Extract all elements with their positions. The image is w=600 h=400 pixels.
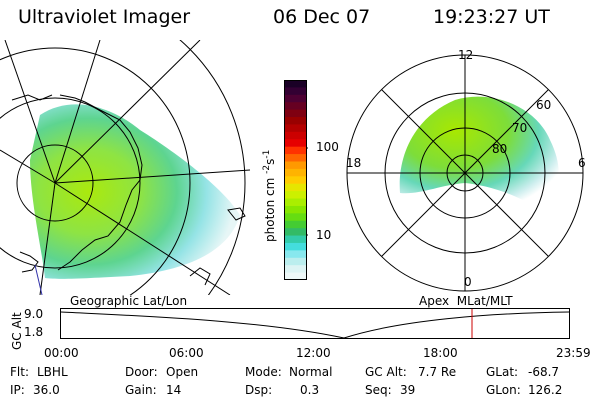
- aurora-left-region: [30, 104, 240, 279]
- colorbar-stripe: [284, 109, 307, 118]
- glat-label: GLat:: [486, 365, 519, 379]
- colorbar-unit-label: photon cm -2s-1: [262, 149, 277, 242]
- colorbar-stripe: [284, 205, 307, 214]
- dsp-label: Dsp:: [245, 383, 273, 397]
- flt-label: Flt:: [10, 365, 29, 379]
- gcalt-label: GC Alt:: [365, 365, 407, 379]
- polar-plot: [346, 54, 584, 292]
- terminator-line: [34, 264, 43, 295]
- colorbar-stripe: [284, 265, 307, 274]
- mlat-label-70: 70: [512, 121, 528, 135]
- colorbar-stripe: [284, 198, 307, 207]
- ip-value: 36.0: [33, 383, 60, 397]
- colorbar-stripe: [284, 257, 307, 266]
- colorbar-stripe: [284, 154, 307, 162]
- glat-value: -68.7: [528, 365, 560, 379]
- gain-label: Gain:: [125, 383, 157, 397]
- aurora-right-region: [399, 96, 559, 210]
- lat-circle: [0, 97, 141, 269]
- time-tick-1200: 12:00: [296, 346, 331, 360]
- mlt-label-6: 6: [578, 156, 586, 170]
- colorbar-stripe: [284, 220, 307, 229]
- lat-circle: [0, 47, 191, 295]
- colorbar-tick-10: 10: [316, 228, 332, 242]
- lat-circle: [179, 40, 246, 295]
- door-value: Open: [166, 365, 199, 379]
- apex-caption: Apex MLat/MLT: [419, 294, 513, 308]
- colorbar-stripe: [284, 183, 307, 192]
- colorbar-stripe: [284, 139, 307, 148]
- colorbar-stripe: [284, 146, 307, 155]
- mode-label: Mode:: [245, 365, 282, 379]
- flt-value: LBHL: [37, 365, 68, 379]
- time-tick-2359: 23:59: [556, 346, 591, 360]
- glon-value: 126.2: [528, 383, 563, 397]
- colorbar-stripe: [284, 94, 307, 103]
- colorbar-stripe: [284, 250, 307, 259]
- colorbar-stripe: [284, 102, 307, 111]
- alt-tick-1-8: 1.8: [24, 325, 44, 339]
- color-bar: [284, 80, 308, 280]
- app-title: Ultraviolet Imager: [18, 6, 191, 28]
- altitude-plot: [60, 308, 570, 339]
- colorbar-stripe: [284, 161, 307, 170]
- colorbar-stripe: [284, 235, 307, 244]
- coastline-antarctica-inner: [11, 94, 53, 101]
- colorbar-stripe: [284, 80, 307, 88]
- dsp-value: 0.3: [300, 383, 320, 397]
- gcalt-value: 7.7 Re: [418, 365, 457, 379]
- time-tick-0000: 00:00: [44, 346, 79, 360]
- time-tick-1800: 18:00: [423, 346, 458, 360]
- colorbar-stripe: [284, 131, 307, 140]
- ip-label: IP:: [10, 383, 25, 397]
- gain-value: 14: [166, 383, 182, 397]
- time-label: 19:23:27 UT: [433, 6, 550, 28]
- geographic-caption: Geographic Lat/Lon: [70, 294, 188, 308]
- colorbar-stripe: [284, 176, 307, 185]
- colorbar-tick-100: 100: [316, 140, 339, 154]
- colorbar-stripe: [284, 87, 307, 96]
- altitude-curve: [60, 311, 570, 339]
- coastline-antarctica: [57, 94, 143, 271]
- alt-tick-9: 9.0: [24, 307, 44, 321]
- mode-value: Normal: [289, 365, 333, 379]
- mlt-label-18: 18: [346, 156, 362, 170]
- colorbar-stripe: [284, 272, 307, 280]
- altitude-ylabel: GC Alt: [10, 312, 24, 350]
- coastline-south: [19, 207, 246, 286]
- colorbar-stripe: [284, 213, 307, 222]
- seq-label: Seq:: [365, 383, 392, 397]
- colorbar-stripe: [284, 228, 307, 237]
- date-label: 06 Dec 07: [273, 6, 371, 28]
- mlat-label-80: 80: [492, 142, 508, 156]
- colorbar-stripe: [284, 168, 307, 177]
- colorbar-stripe: [284, 191, 307, 200]
- door-label: Door:: [125, 365, 158, 379]
- seq-value: 39: [400, 383, 416, 397]
- glon-label: GLon:: [486, 383, 521, 397]
- mlt-label-12: 12: [458, 48, 474, 62]
- colorbar-stripe: [284, 242, 307, 251]
- time-tick-0600: 06:00: [169, 346, 204, 360]
- mlat-label-60: 60: [536, 98, 552, 112]
- mlt-label-0: 0: [464, 275, 472, 289]
- geographic-map: [0, 40, 251, 295]
- lat-circle: [16, 144, 94, 222]
- colorbar-stripe: [284, 117, 307, 125]
- colorbar-stripe: [284, 124, 307, 133]
